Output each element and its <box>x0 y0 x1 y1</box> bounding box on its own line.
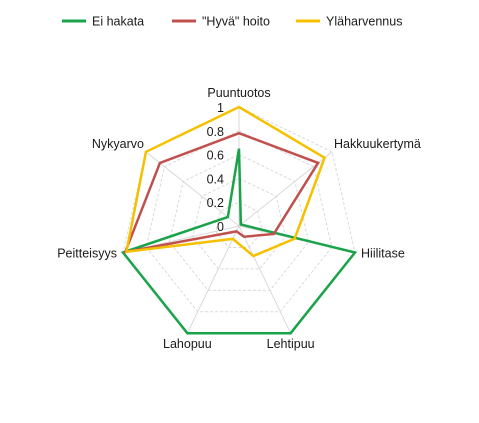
legend-label-3: Yläharvennus <box>326 15 402 29</box>
axis-label-lehtipuu: Lehtipuu <box>267 337 315 351</box>
tick-label-4: 0.8 <box>207 125 224 139</box>
axis-label-hiilitase: Hiilitase <box>361 246 405 260</box>
series-line-3 <box>124 105 327 258</box>
tick-label-0: 0 <box>217 220 224 234</box>
axis-labels: Puuntuotos Hakkuukertymä Hiilitase Lehtipuu… <box>57 86 421 351</box>
spoke-lehtipuu <box>238 225 292 334</box>
series-line-1 <box>120 148 358 335</box>
axis-label-peitteisyys: Peitteisyys <box>57 246 117 260</box>
axis-label-hakkuukertymä: Hakkuukertymä <box>334 137 421 151</box>
series-line-2 <box>123 131 320 254</box>
legend-item-3: Yläharvennus <box>296 15 402 29</box>
axis-label-nykyarvo: Nykyarvo <box>92 137 144 151</box>
tick-label-5: 1 <box>217 101 224 115</box>
series-group <box>120 105 358 335</box>
legend-item-1: Ei hakata <box>62 15 144 29</box>
legend: Ei hakata "Hyvä" hoito Yläharvennus <box>62 15 402 29</box>
tick-label-3: 0.6 <box>207 149 224 163</box>
grid-ring-2 <box>192 177 286 270</box>
grid-ring-1 <box>215 201 263 248</box>
tick-label-1: 0.2 <box>207 196 224 210</box>
spoke-nykyarvo <box>145 151 240 227</box>
legend-label-1: Ei hakata <box>92 15 144 29</box>
radar-grid <box>122 106 356 334</box>
legend-label-2: "Hyvä" hoito <box>202 15 270 29</box>
tick-labels: 0 0.2 0.4 0.6 0.8 1 <box>207 101 224 234</box>
axis-label-lahopuu: Lahopuu <box>163 337 212 351</box>
axis-label-puuntuotos: Puuntuotos <box>207 86 270 100</box>
grid-ring-3 <box>168 154 310 291</box>
tick-label-2: 0.4 <box>207 172 224 186</box>
spoke-lahopuu <box>186 225 240 334</box>
legend-item-2: "Hyvä" hoito <box>172 15 270 29</box>
